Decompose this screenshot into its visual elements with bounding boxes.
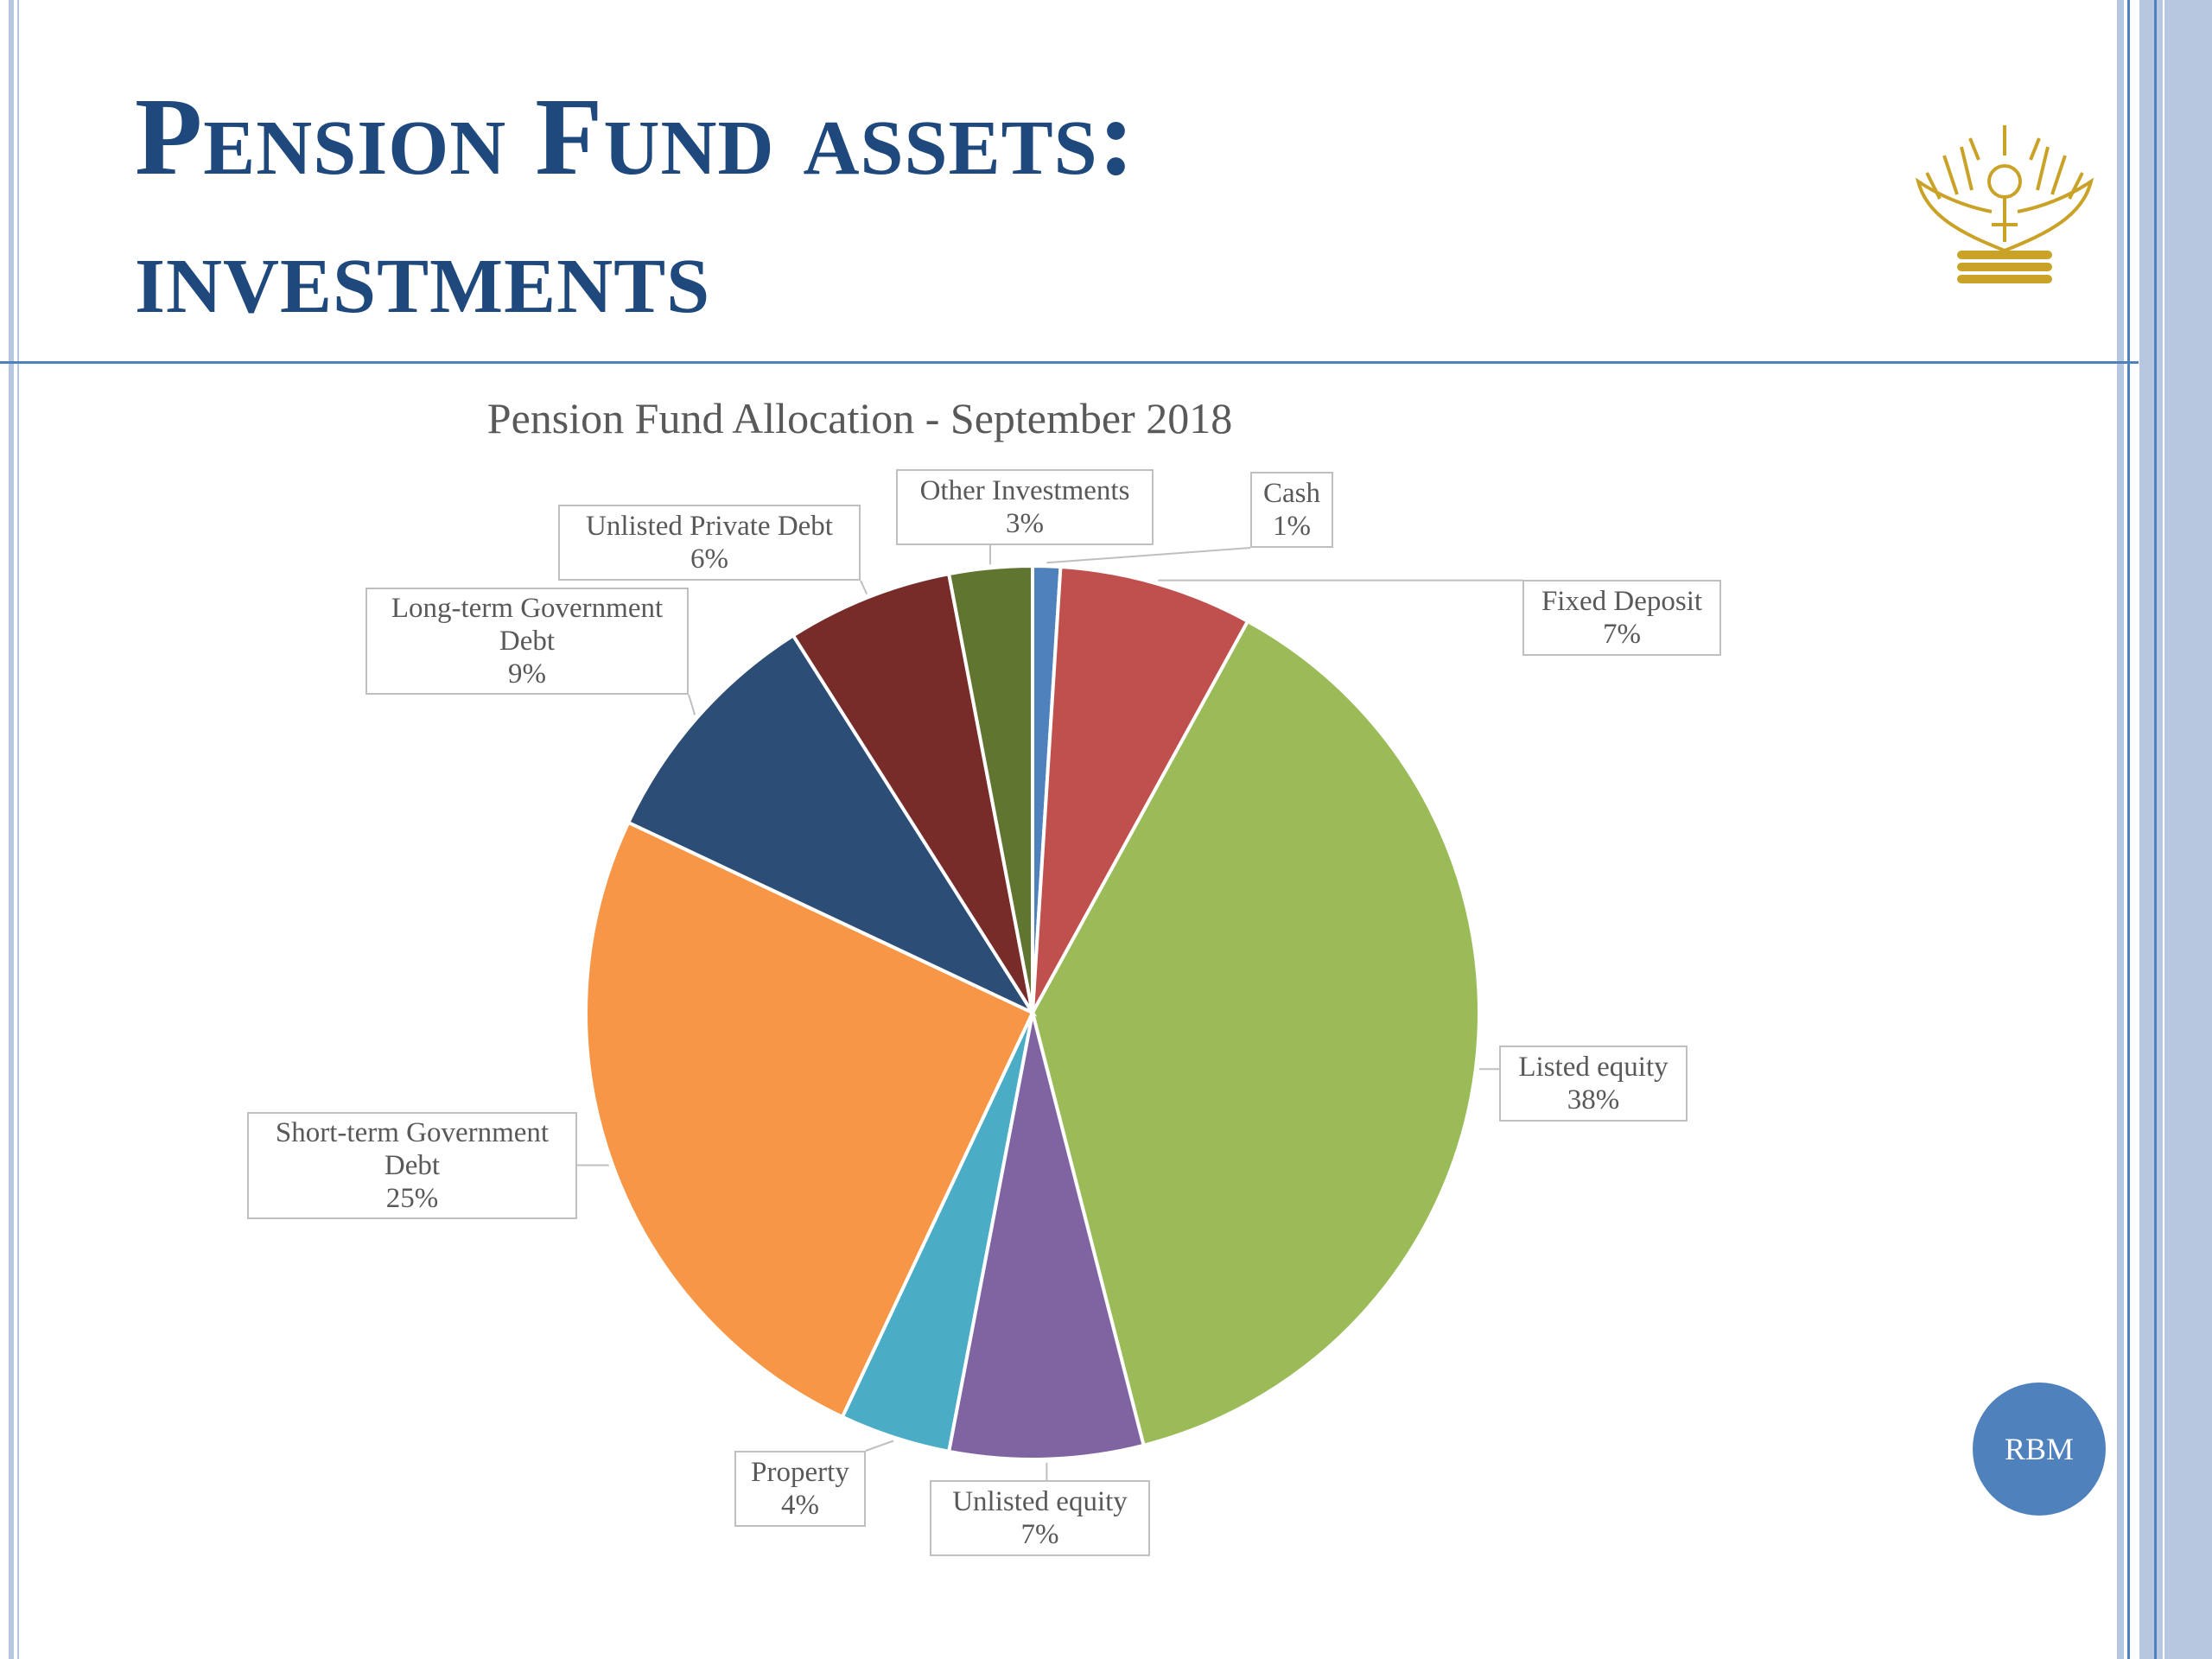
frame-line-left-inner (17, 0, 19, 1659)
frame-band-right-line-2 (2163, 0, 2164, 1659)
pie-slice-fixed-deposit (1031, 564, 1250, 1014)
data-label-value: 6% (690, 543, 728, 575)
data-label-unlisted-private-debt: Unlisted Private Debt 6% (558, 505, 861, 581)
data-label-value: 38% (1567, 1084, 1620, 1116)
frame-line-left (9, 0, 14, 1659)
data-label-name: Cash (1263, 478, 1320, 509)
data-label-name: Long-term Government Debt (391, 593, 664, 657)
eagle-crest-logo (1915, 125, 2094, 283)
data-label-value: 4% (781, 1490, 819, 1521)
data-label-value: 1% (1273, 511, 1311, 542)
data-label-cash: Cash 1% (1250, 472, 1333, 548)
leader-line-cash (1046, 547, 1251, 564)
data-label-value: 7% (1020, 1519, 1059, 1550)
leader-line-unlisted-private-debt (860, 580, 868, 595)
pie-slice-short-term-government-debt (583, 820, 1035, 1420)
leader-line-long-term-government-debt (688, 694, 696, 715)
data-label-fixed-deposit: Fixed Deposit 7% (1522, 580, 1721, 656)
pie-slice-unlisted-private-debt (791, 571, 1034, 1014)
data-label-name: Unlisted equity (952, 1486, 1128, 1517)
rbm-badge: RBM (1973, 1382, 2106, 1516)
frame-band-right-line (2154, 0, 2157, 1659)
data-label-value: 25% (385, 1183, 439, 1214)
data-label-name: Listed equity (1518, 1052, 1669, 1083)
title-divider (0, 361, 2139, 364)
pie-slice-listed-equity (1030, 619, 1481, 1448)
slide-title-line-1: Pension Fund assets: (135, 75, 1136, 198)
data-label-name: Unlisted Private Debt (586, 511, 833, 542)
leader-line-property (865, 1440, 894, 1452)
data-label-value: 3% (1006, 508, 1044, 539)
data-label-listed-equity: Listed equity 38% (1499, 1046, 1688, 1122)
data-label-name: Fixed Deposit (1541, 586, 1703, 617)
data-label-long-term-government-debt: Long-term Government Debt 9% (365, 588, 689, 695)
pie-slice-other-investments (946, 563, 1034, 1014)
data-label-name: Other Investments (919, 475, 1130, 506)
chart-title: Pension Fund Allocation - September 2018 (486, 394, 1233, 442)
frame-line-right-2 (2127, 0, 2130, 1659)
frame-line-right (2117, 0, 2124, 1659)
data-label-unlisted-equity: Unlisted equity 7% (930, 1480, 1150, 1556)
data-label-name: Property (751, 1457, 849, 1488)
pie-slice-long-term-government-debt (626, 632, 1038, 1017)
slide-title-line-2: investments (135, 213, 711, 336)
frame-band-right (2139, 0, 2212, 1659)
data-label-name: Short-term Government Debt (275, 1117, 550, 1181)
data-label-property: Property 4% (734, 1451, 866, 1527)
data-label-value: 7% (1603, 619, 1641, 650)
data-label-other-investments: Other Investments 3% (896, 469, 1154, 545)
data-label-value: 9% (508, 658, 546, 690)
slide-title: Pension Fund assets: investments (135, 67, 1135, 344)
pie-slice-unlisted-equity (946, 1012, 1147, 1461)
data-label-short-term-government-debt: Short-term Government Debt 25% (247, 1112, 577, 1219)
